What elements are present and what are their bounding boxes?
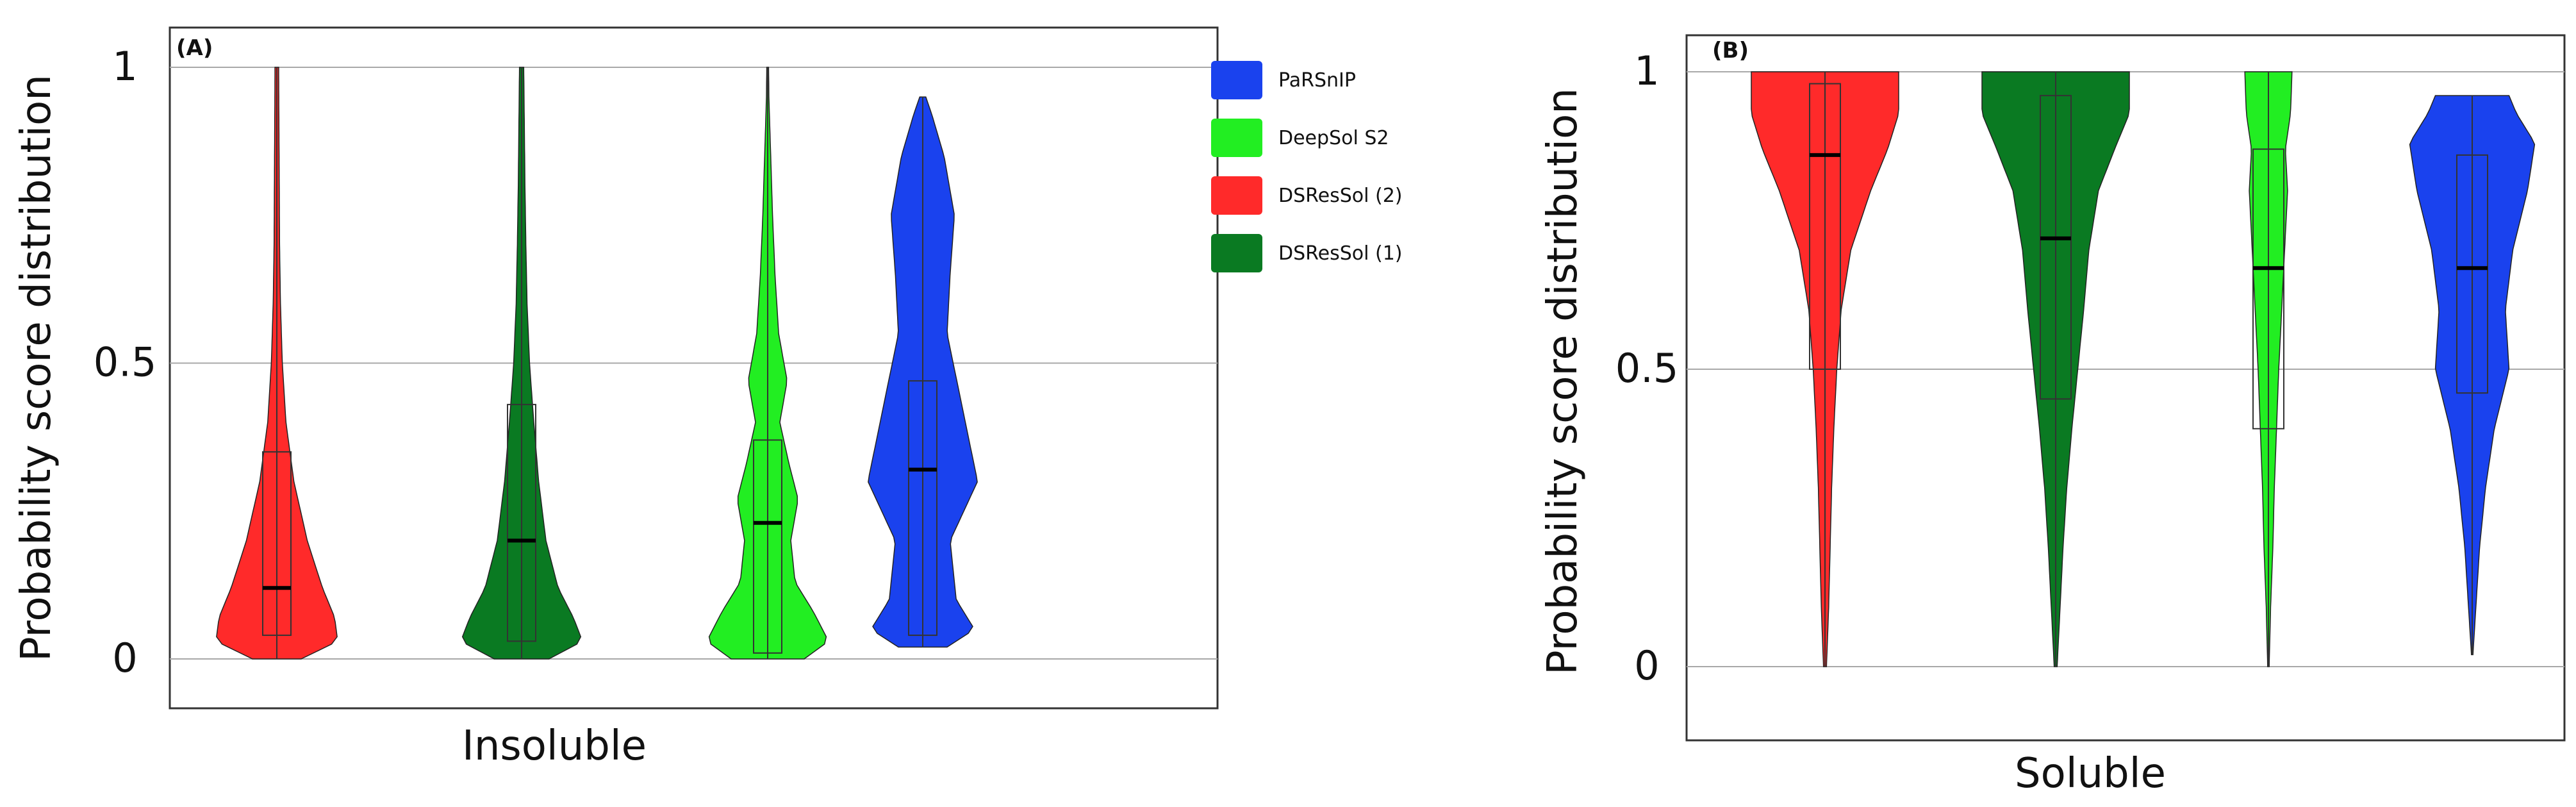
legend-item: PaRSnIP <box>1211 61 1356 99</box>
violin-iqr-box <box>908 380 937 636</box>
legend-swatch <box>1211 176 1262 215</box>
panel-a-label: (A) <box>176 35 213 61</box>
panel-b: 00.51 (B) Probability score distribution… <box>1539 34 2566 797</box>
violin-iqr-box <box>753 439 782 654</box>
panel-a-violins <box>216 67 978 660</box>
panel-a-frame <box>169 26 1219 710</box>
panel-a-grid <box>170 67 1218 660</box>
panel-a-violin-deepsol-s2 <box>708 67 827 660</box>
panel-b-ytick-label: 1 <box>1634 47 1659 94</box>
legend: PaRSnIP DeepSol S2 DSResSol (2) DSResSol (1… <box>1211 61 1403 272</box>
legend-label: DSResSol (2) <box>1278 185 1403 207</box>
panel-b-xlabel: Soluble <box>2015 750 2166 797</box>
panel-a: 00.51 (A) Probability score distribution… <box>13 26 1219 770</box>
panel-b-ylabel: Probability score distribution <box>1539 88 1587 675</box>
legend-label: PaRSnIP <box>1278 69 1356 92</box>
panel-a-violin-dsressol-2 <box>216 67 338 660</box>
panel-a-ytick-label: 0.5 <box>94 339 157 386</box>
panel-b-violin-dsressol-1 <box>1981 71 2130 667</box>
panel-a-violin-parsnip <box>868 96 978 648</box>
violin-iqr-box <box>2252 148 2284 429</box>
legend-label: DeepSol S2 <box>1278 127 1389 149</box>
panel-b-ytick-label: 0.5 <box>1615 345 1679 392</box>
panel-b-violin-parsnip <box>2409 95 2536 656</box>
legend-item: DSResSol (2) <box>1211 176 1403 215</box>
legend-swatch <box>1211 119 1262 157</box>
legend-swatch <box>1211 61 1262 99</box>
violin-iqr-box <box>1809 83 1841 370</box>
violin-iqr-box <box>507 404 536 642</box>
legend-item: DSResSol (1) <box>1211 234 1403 272</box>
panel-b-yticks: 00.51 <box>1615 47 1679 689</box>
panel-b-violin-deepsol-s2 <box>2244 71 2293 667</box>
panel-a-ytick-label: 0 <box>112 635 137 681</box>
panel-a-yticks: 00.51 <box>94 43 157 681</box>
violin-iqr-box <box>2456 154 2488 394</box>
panel-b-frame <box>1685 34 2566 742</box>
panel-b-ytick-label: 0 <box>1634 642 1659 689</box>
violin-iqr-box <box>2040 95 2072 400</box>
panel-a-ylabel: Probability score distribution <box>13 74 60 661</box>
panel-b-violin-dsressol-2 <box>1751 71 1899 667</box>
violin-iqr-box <box>262 451 292 636</box>
panel-b-label: (B) <box>1712 38 1749 63</box>
panel-a-xlabel: Insoluble <box>462 722 647 770</box>
legend-label: DSResSol (1) <box>1278 242 1403 265</box>
legend-item: DeepSol S2 <box>1211 119 1389 157</box>
panel-a-ytick-label: 1 <box>112 43 137 90</box>
panel-a-violin-dsressol-1 <box>461 67 582 660</box>
legend-swatch <box>1211 234 1262 272</box>
panel-b-violins <box>1751 71 2536 667</box>
